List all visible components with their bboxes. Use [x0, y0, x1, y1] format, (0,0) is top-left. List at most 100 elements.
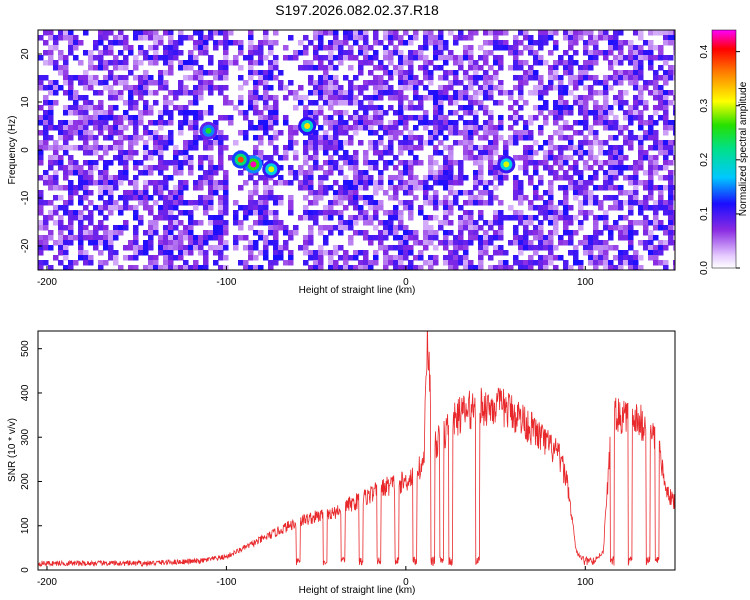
heatmap-cell: [328, 230, 334, 236]
heatmap-cell: [638, 85, 644, 91]
heatmap-cell: [428, 165, 434, 171]
heatmap-cell: [583, 190, 589, 196]
heatmap-cell: [113, 60, 119, 66]
heatmap-cell: [253, 105, 259, 111]
heatmap-cell: [663, 30, 669, 36]
heatmap-cell: [308, 230, 314, 236]
heatmap-cell: [668, 140, 674, 146]
heatmap-cell: [213, 260, 219, 266]
heatmap-cell: [563, 265, 569, 270]
heatmap-cell: [453, 195, 459, 201]
heatmap-cell: [38, 85, 44, 91]
heatmap-cell: [323, 95, 329, 101]
heatmap-cell: [433, 100, 439, 106]
heatmap-cell: [263, 70, 269, 76]
heatmap-cell: [493, 145, 499, 151]
heatmap-cell: [623, 135, 629, 141]
heatmap-cell: [323, 85, 329, 91]
heatmap-cell: [353, 125, 359, 131]
heatmap-cell: [288, 140, 294, 146]
heatmap-cell: [338, 165, 344, 171]
heatmap-cell: [513, 100, 519, 106]
heatmap-cell: [158, 250, 164, 256]
heatmap-cell: [58, 235, 64, 241]
heatmap-cell: [673, 245, 675, 251]
heatmap-cell: [158, 210, 164, 216]
heatmap-cell: [353, 35, 359, 41]
heatmap-cell: [358, 115, 364, 121]
heatmap-cell: [153, 90, 159, 96]
heatmap-cell: [193, 115, 199, 121]
heatmap-cell: [38, 145, 44, 151]
heatmap-cell: [123, 80, 129, 86]
heatmap-cell: [493, 100, 499, 106]
heatmap-cell: [633, 85, 639, 91]
heatmap-cell: [438, 140, 444, 146]
heatmap-cell: [488, 75, 494, 81]
heatmap-cell: [343, 90, 349, 96]
heatmap-cell: [643, 220, 649, 226]
heatmap-cell: [48, 215, 54, 221]
heatmap-cell: [518, 115, 524, 121]
heatmap-cell: [633, 230, 639, 236]
heatmap-cell: [108, 250, 114, 256]
heatmap-cell: [573, 85, 579, 91]
heatmap-cell: [578, 170, 584, 176]
heatmap-cell: [318, 30, 324, 36]
heatmap-cell: [443, 200, 449, 206]
heatmap-cell: [588, 65, 594, 71]
heatmap-cell: [363, 115, 369, 121]
heatmap-cell: [338, 195, 344, 201]
heatmap-cell: [523, 75, 529, 81]
heatmap-cell: [58, 160, 64, 166]
heatmap-cell: [343, 30, 349, 36]
heatmap-cell: [603, 150, 609, 156]
heatmap-cell: [48, 90, 54, 96]
heatmap-cell: [188, 250, 194, 256]
heatmap-cell: [338, 85, 344, 91]
heatmap-cell: [133, 85, 139, 91]
heatmap-cell: [273, 145, 279, 151]
heatmap-cell: [478, 210, 484, 216]
heatmap-cell: [633, 60, 639, 66]
heatmap-cell: [483, 85, 489, 91]
heatmap-cell: [608, 45, 614, 51]
heatmap-cell: [268, 75, 274, 81]
heatmap-cell: [333, 160, 339, 166]
heatmap-cell: [53, 210, 59, 216]
heatmap-cell: [648, 170, 654, 176]
heatmap-cell: [153, 80, 159, 86]
heatmap-cell: [453, 75, 459, 81]
heatmap-cell: [208, 220, 214, 226]
heatmap-cell: [78, 180, 84, 186]
heatmap-cell: [163, 30, 169, 36]
heatmap-cell: [593, 195, 599, 201]
heatmap-cell: [393, 70, 399, 76]
heatmap-cell: [168, 160, 174, 166]
heatmap-cell: [163, 80, 169, 86]
heatmap-cell: [168, 255, 174, 261]
heatmap-cell: [428, 225, 434, 231]
heatmap-cell: [98, 65, 104, 71]
heatmap-cell: [138, 220, 144, 226]
heatmap-cell: [418, 255, 424, 261]
heatmap-cell: [248, 65, 254, 71]
heatmap-cell: [213, 190, 219, 196]
heatmap-cell: [658, 115, 664, 121]
heatmap-cell: [173, 165, 179, 171]
heatmap-cell: [233, 240, 239, 246]
heatmap-cell: [568, 250, 574, 256]
heatmap-cell: [88, 80, 94, 86]
heatmap-cell: [563, 85, 569, 91]
heatmap-cell: [188, 225, 194, 231]
heatmap-cell: [143, 245, 149, 251]
heatmap-cell: [388, 140, 394, 146]
heatmap-cell: [128, 90, 134, 96]
heatmap-cell: [223, 35, 229, 41]
heatmap-cell: [153, 100, 159, 106]
heatmap-cell: [328, 160, 334, 166]
heatmap-cell: [523, 195, 529, 201]
heatmap-cell: [478, 180, 484, 186]
heatmap-cell: [468, 135, 474, 141]
colorbar-tick-label: 0.0: [699, 261, 710, 275]
